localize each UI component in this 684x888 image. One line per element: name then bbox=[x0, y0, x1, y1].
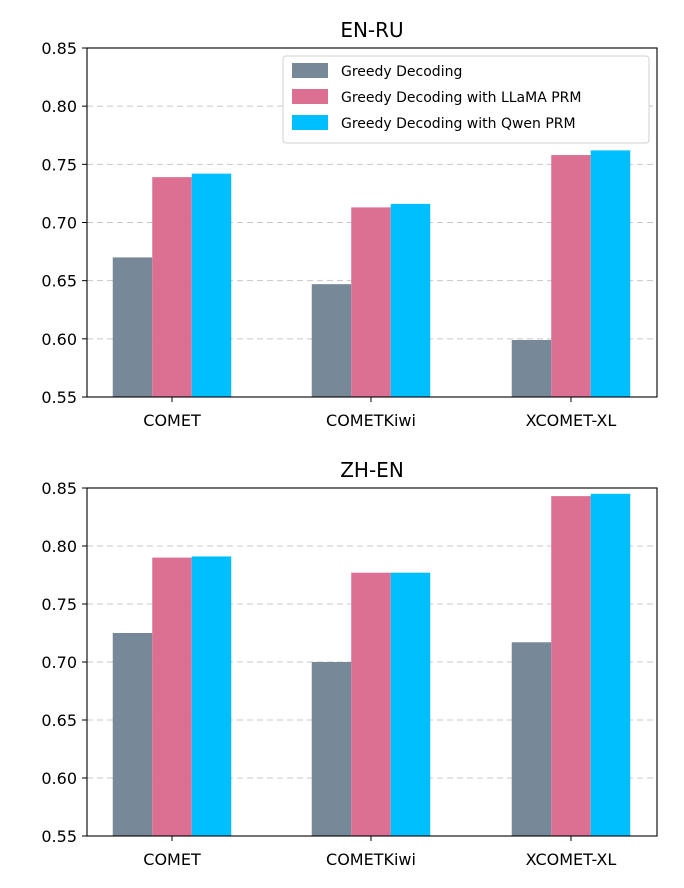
y-tick-label: 0.75 bbox=[41, 595, 77, 614]
bar-xcomet-xl-series-2 bbox=[590, 150, 631, 397]
legend-swatch-llama-prm bbox=[292, 89, 328, 104]
legend-box bbox=[282, 55, 650, 144]
y-tick-label: 0.55 bbox=[41, 827, 77, 846]
bar-group bbox=[112, 150, 631, 397]
y-axis-ticks: 0.55 0.60 0.65 0.70 0.75 0.80 0.85 bbox=[41, 39, 87, 407]
x-tick-label: COMETKiwi bbox=[326, 850, 416, 869]
legend-label-qwen-prm: Greedy Decoding with Qwen PRM bbox=[341, 116, 576, 132]
y-tick-label: 0.80 bbox=[41, 97, 77, 116]
x-tick-label: XCOMET-XL bbox=[526, 850, 617, 869]
legend-label-greedy: Greedy Decoding bbox=[341, 64, 462, 80]
bar-comet-series-1 bbox=[152, 177, 192, 397]
x-axis-ticks: COMET COMETKiwi XCOMET-XL bbox=[143, 397, 616, 430]
x-axis-ticks: COMET COMETKiwi XCOMET-XL bbox=[143, 836, 616, 869]
chart-title: ZH-EN bbox=[340, 458, 404, 482]
x-tick-label: XCOMET-XL bbox=[526, 411, 617, 430]
panel-zh-en: ZH-EN 0.55 0.60 0.65 0.70 0.75 0.80 0.85 COMET… bbox=[41, 458, 658, 869]
y-axis-ticks: 0.55 0.60 0.65 0.70 0.75 0.80 0.85 bbox=[41, 479, 87, 846]
y-tick-label: 0.70 bbox=[41, 214, 77, 233]
bar-cometkiwi-series-1 bbox=[351, 572, 391, 836]
y-tick-label: 0.65 bbox=[41, 272, 77, 291]
y-tick-label: 0.60 bbox=[41, 769, 77, 788]
bar-cometkiwi-series-1 bbox=[351, 207, 391, 397]
bar-comet-series-1 bbox=[152, 557, 192, 836]
bar-xcomet-xl-series-0 bbox=[511, 642, 552, 836]
y-tick-label: 0.65 bbox=[41, 711, 77, 730]
bar-cometkiwi-series-2 bbox=[390, 203, 431, 397]
chart-title: EN-RU bbox=[340, 18, 403, 42]
bar-group bbox=[112, 493, 631, 836]
bar-cometkiwi-series-2 bbox=[390, 572, 431, 836]
y-tick-label: 0.55 bbox=[41, 388, 77, 407]
y-tick-label: 0.75 bbox=[41, 155, 77, 174]
bar-xcomet-xl-series-1 bbox=[551, 496, 591, 836]
legend: Greedy Decoding Greedy Decoding with LLa… bbox=[282, 55, 650, 144]
y-tick-label: 0.85 bbox=[41, 39, 77, 58]
x-tick-label: COMET bbox=[143, 411, 201, 430]
bar-xcomet-xl-series-1 bbox=[551, 155, 591, 397]
panel-en-ru: EN-RU 0.55 0.60 0.65 0.70 0.75 0.80 0.85 COMET… bbox=[41, 18, 658, 430]
bar-cometkiwi-series-0 bbox=[311, 662, 352, 836]
bar-comet-series-0 bbox=[112, 257, 153, 397]
x-tick-label: COMET bbox=[143, 850, 201, 869]
x-tick-label: COMETKiwi bbox=[326, 411, 416, 430]
legend-label-llama-prm: Greedy Decoding with LLaMA PRM bbox=[341, 90, 581, 106]
y-tick-label: 0.60 bbox=[41, 330, 77, 349]
bar-comet-series-2 bbox=[191, 173, 232, 397]
legend-swatch-greedy bbox=[292, 63, 328, 78]
y-tick-label: 0.70 bbox=[41, 653, 77, 672]
y-tick-label: 0.85 bbox=[41, 479, 77, 498]
y-tick-label: 0.80 bbox=[41, 537, 77, 556]
bar-xcomet-xl-series-2 bbox=[590, 493, 631, 836]
bar-xcomet-xl-series-0 bbox=[511, 339, 552, 397]
bar-comet-series-0 bbox=[112, 633, 153, 836]
bar-cometkiwi-series-0 bbox=[311, 284, 352, 397]
bar-comet-series-2 bbox=[191, 556, 232, 836]
legend-swatch-qwen-prm bbox=[292, 115, 328, 130]
